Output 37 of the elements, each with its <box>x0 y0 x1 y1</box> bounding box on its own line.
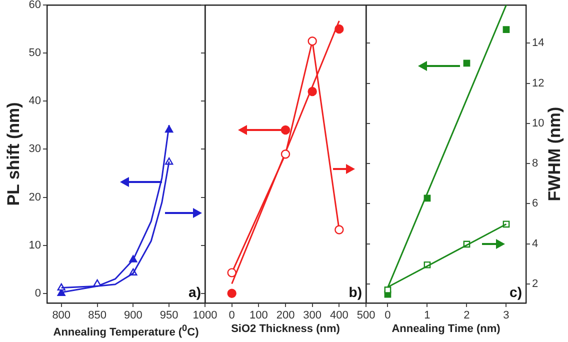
x-axis-title: Annealing Time (nm) <box>392 323 500 335</box>
y-tick-label: 30 <box>28 143 41 156</box>
y-tick-label: 20 <box>28 191 41 204</box>
x-tick-label: 100 <box>249 310 268 322</box>
x-tick-label: 3 <box>503 310 510 322</box>
y2-tick-label: 10 <box>532 117 544 130</box>
y-tick-label: 50 <box>28 47 41 60</box>
x-tick-label: 0 <box>228 310 235 322</box>
x-tick-label: 900 <box>124 310 142 322</box>
x-tick-label: 300 <box>303 310 322 322</box>
y-tick-label: 0 <box>34 287 41 300</box>
y2-tick-label: 2 <box>532 278 538 290</box>
x-tick-label: 500 <box>356 310 376 322</box>
x-tick-label: 2 <box>464 310 470 322</box>
y2-tick-label: 14 <box>532 37 544 50</box>
annotation: a) <box>188 284 201 300</box>
y-tick-label: 40 <box>28 95 41 108</box>
annotation: b) <box>348 284 362 300</box>
x-axis-title: Annealing Temperature ($^{0}$C) <box>53 323 199 339</box>
annotation: c) <box>510 284 522 300</box>
x-tick-label: 1000 <box>192 310 218 322</box>
x-axis-title: SiO2 Thickness (nm) <box>231 323 340 335</box>
y-tick-label: 60 <box>28 0 41 12</box>
x-tick-label: 800 <box>52 310 71 322</box>
x-tick-label: 400 <box>330 310 348 322</box>
y2-tick-label: 6 <box>532 198 538 210</box>
y2-tick-label: 8 <box>532 158 538 170</box>
y-tick-label: 10 <box>28 239 41 252</box>
x-tick-label: 950 <box>160 310 178 322</box>
x-tick-label: 850 <box>88 310 106 322</box>
y2-tick-label: 4 <box>532 238 538 250</box>
x-tick-label: 0 <box>384 310 391 322</box>
y2-tick-label: 12 <box>532 77 544 90</box>
x-tick-label: 200 <box>276 310 295 322</box>
y-axis-title: PL shift (nm) <box>4 102 24 206</box>
y2-axis-title: FWHM (nm) <box>545 106 565 202</box>
x-tick-label: 1 <box>424 310 430 322</box>
